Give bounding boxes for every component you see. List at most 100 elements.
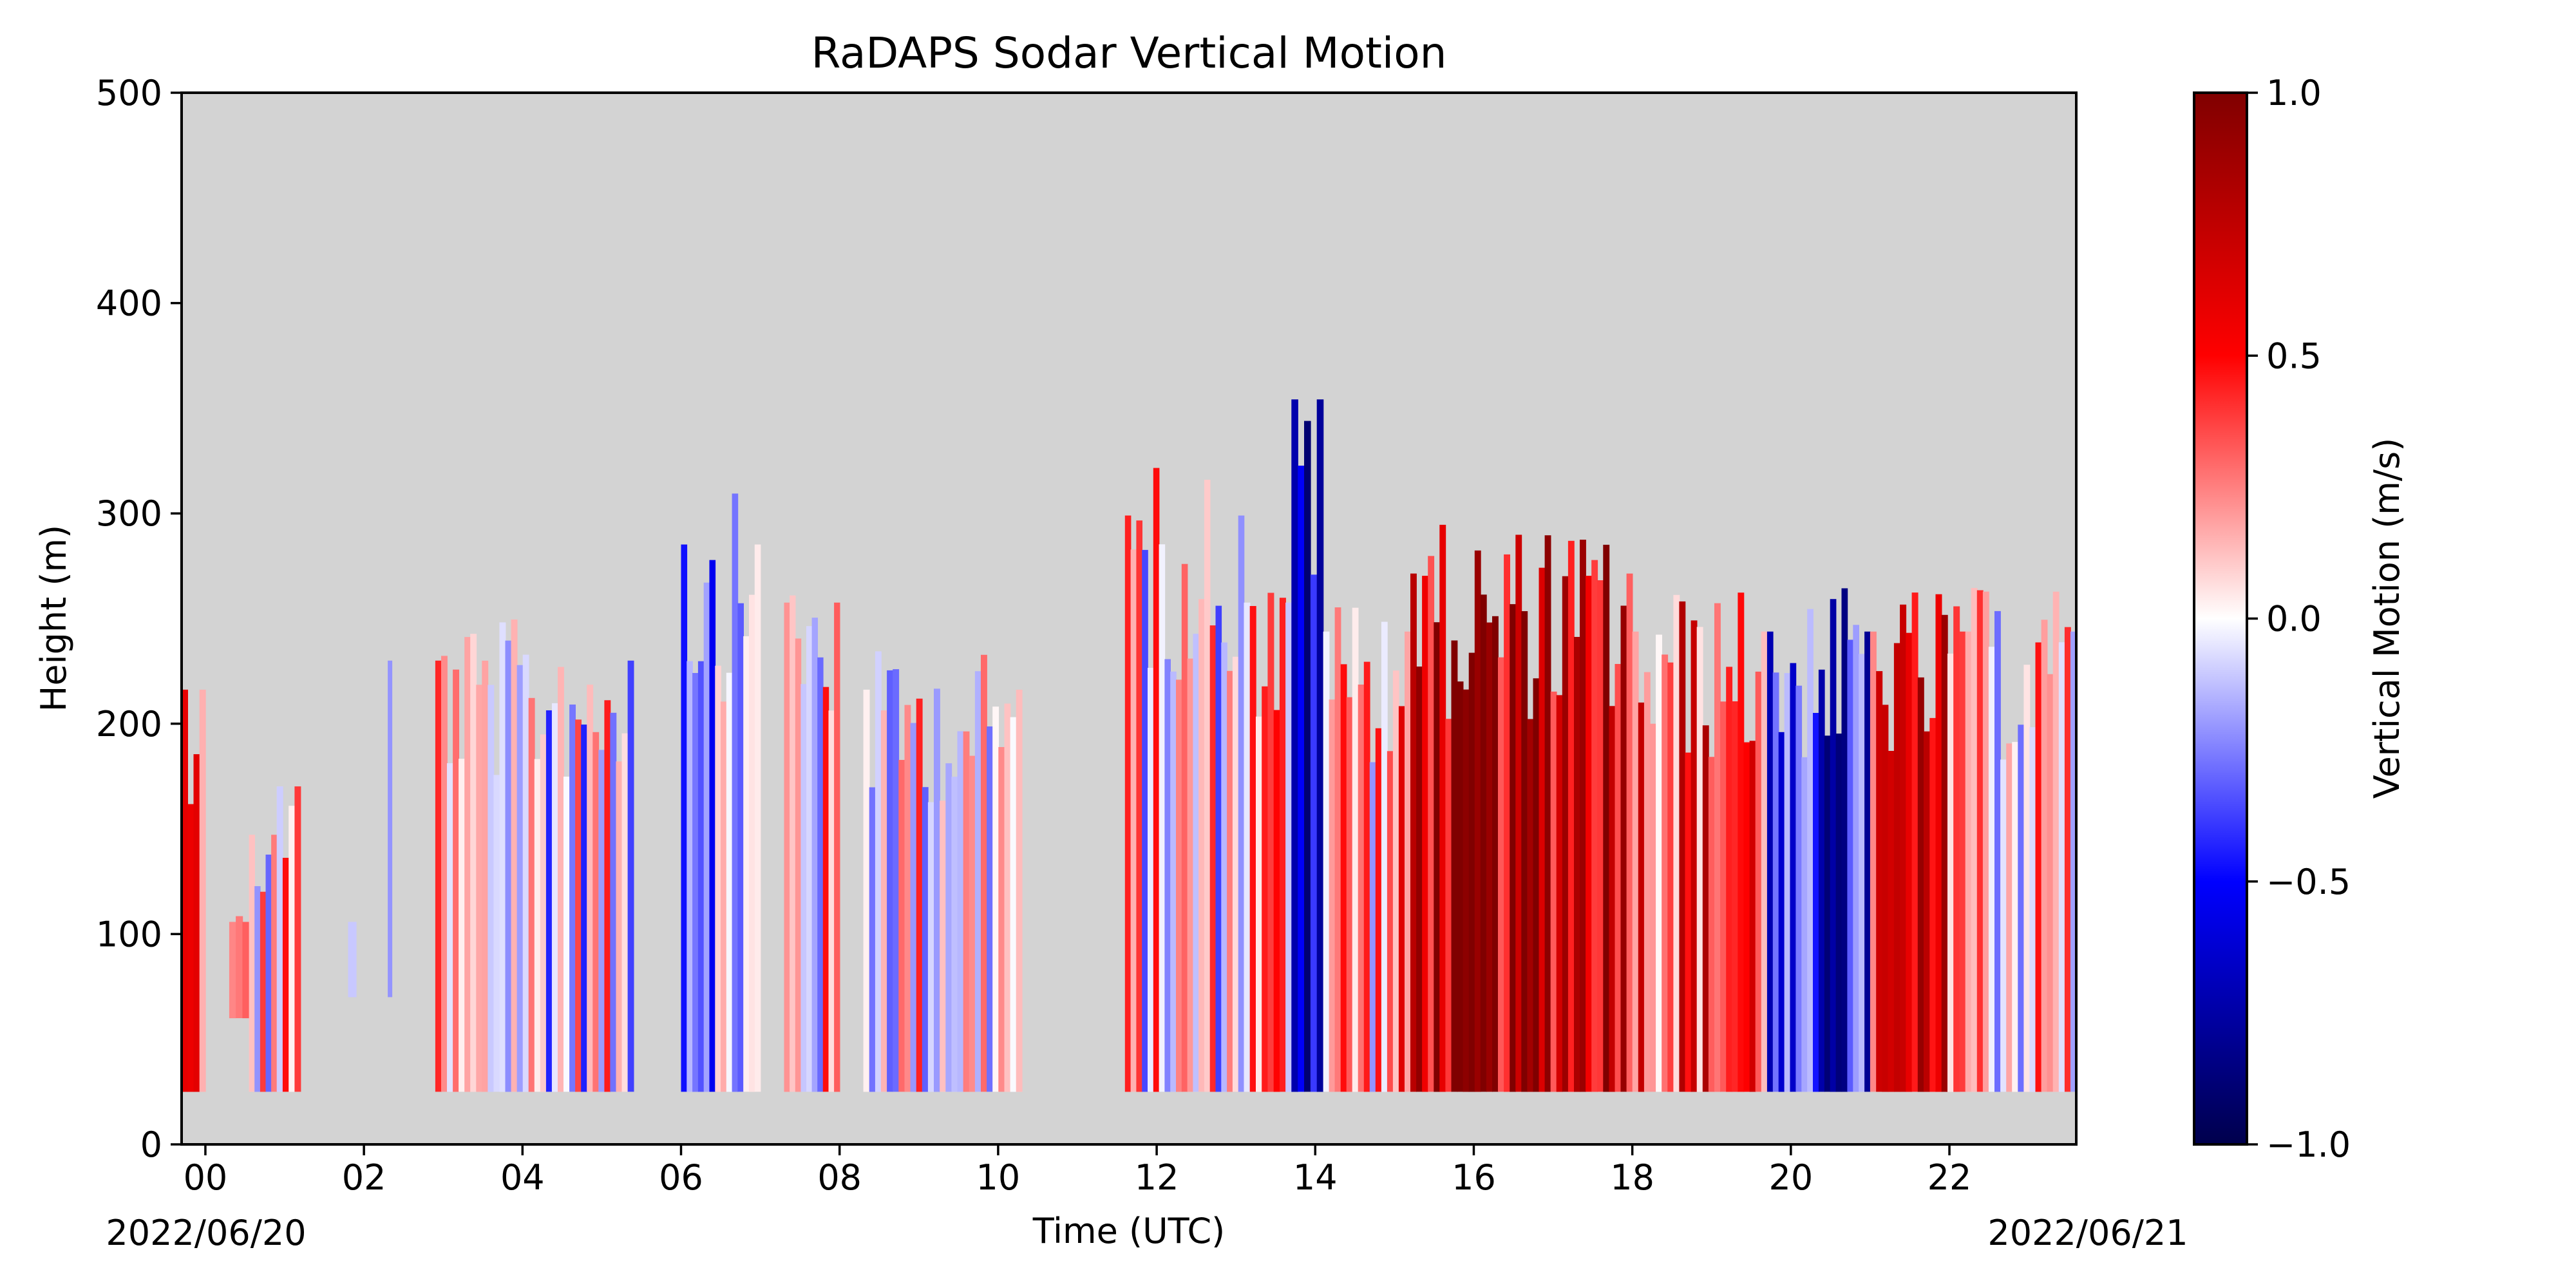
data-streak bbox=[904, 705, 911, 1092]
data-streak bbox=[1835, 734, 1842, 1092]
data-streak bbox=[795, 638, 802, 1092]
data-streak bbox=[1550, 691, 1557, 1092]
data-streak bbox=[1533, 678, 1540, 1092]
data-streak bbox=[1510, 604, 1517, 1092]
data-column bbox=[1870, 592, 1966, 1092]
data-streak bbox=[1434, 622, 1441, 1092]
data-streak bbox=[1209, 625, 1217, 1092]
data-streak bbox=[875, 651, 882, 1092]
data-streak bbox=[1667, 662, 1674, 1092]
data-streak bbox=[587, 685, 594, 1092]
data-streak bbox=[951, 777, 958, 1092]
data-streak bbox=[1329, 699, 1336, 1092]
data-streak bbox=[981, 654, 987, 1092]
data-streak bbox=[1935, 594, 1942, 1092]
data-streak bbox=[1521, 611, 1528, 1092]
data-streak bbox=[604, 700, 611, 1092]
data-streak bbox=[236, 916, 243, 1018]
data-streak bbox=[1153, 468, 1160, 1092]
data-streak bbox=[276, 786, 283, 1092]
data-streak bbox=[1539, 567, 1546, 1092]
data-streak bbox=[1445, 719, 1452, 1092]
data-streak bbox=[1193, 634, 1199, 1092]
x-axis-label: Time (UTC) bbox=[1032, 1211, 1226, 1251]
data-streak bbox=[1864, 631, 1871, 1092]
colorbar-tick-label: 0.5 bbox=[2266, 336, 2322, 376]
data-streak bbox=[881, 710, 887, 1092]
data-streak bbox=[254, 886, 261, 1092]
data-streak bbox=[910, 723, 917, 1092]
chart-title: RaDAPS Sodar Vertical Motion bbox=[811, 28, 1447, 78]
data-streak bbox=[887, 670, 893, 1092]
x-tick-label: 00 bbox=[184, 1157, 228, 1198]
data-column bbox=[1244, 592, 1293, 1092]
data-streak bbox=[697, 661, 705, 1092]
data-streak bbox=[1696, 627, 1703, 1092]
data-streak bbox=[1375, 728, 1382, 1092]
data-streak bbox=[1422, 576, 1428, 1092]
data-streak bbox=[2052, 591, 2060, 1092]
data-column bbox=[863, 651, 1023, 1092]
data-streak bbox=[992, 706, 999, 1092]
data-streak bbox=[1244, 602, 1251, 1092]
data-streak bbox=[1316, 399, 1324, 1092]
data-streak bbox=[1358, 685, 1365, 1092]
data-streak bbox=[1428, 556, 1435, 1092]
data-streak bbox=[1164, 659, 1171, 1092]
x-tick-label: 04 bbox=[500, 1157, 545, 1198]
data-streak bbox=[1232, 656, 1239, 1092]
data-streak bbox=[435, 660, 442, 1092]
data-streak bbox=[863, 689, 870, 1092]
data-streak bbox=[811, 618, 818, 1092]
data-streak bbox=[1807, 609, 1814, 1092]
data-streak bbox=[1381, 621, 1388, 1092]
data-column bbox=[1632, 592, 1768, 1092]
colorbar-tick-label: −1.0 bbox=[2266, 1124, 2351, 1165]
data-streak bbox=[2064, 627, 2071, 1092]
data-streak bbox=[969, 755, 976, 1092]
data-streak bbox=[1591, 560, 1598, 1092]
data-streak bbox=[1726, 667, 1733, 1092]
data-streak bbox=[1480, 594, 1487, 1092]
data-streak bbox=[1673, 594, 1680, 1092]
x-tick-label: 08 bbox=[817, 1157, 862, 1198]
data-streak bbox=[2029, 727, 2036, 1092]
data-streak bbox=[1198, 599, 1205, 1092]
data-streak bbox=[1279, 598, 1286, 1092]
data-streak bbox=[1515, 535, 1522, 1092]
data-streak bbox=[822, 687, 829, 1092]
data-streak bbox=[1870, 631, 1877, 1092]
data-streak bbox=[1474, 550, 1481, 1092]
data-streak bbox=[1124, 515, 1132, 1092]
data-column bbox=[249, 835, 278, 1092]
data-streak bbox=[1262, 686, 1269, 1092]
data-streak bbox=[1620, 605, 1627, 1092]
x-tick-label: 14 bbox=[1293, 1157, 1338, 1198]
data-column bbox=[229, 916, 250, 1019]
data-streak bbox=[242, 922, 250, 1019]
data-streak bbox=[2058, 642, 2065, 1092]
data-streak bbox=[927, 802, 934, 1092]
data-streak bbox=[1929, 717, 1937, 1092]
x-tick-label: 16 bbox=[1452, 1157, 1496, 1198]
x-tick-label: 18 bbox=[1610, 1157, 1654, 1198]
data-streak bbox=[1801, 757, 1808, 1092]
data-streak bbox=[1965, 631, 1972, 1092]
data-streak bbox=[1615, 664, 1622, 1092]
data-streak bbox=[187, 804, 194, 1092]
data-streak bbox=[2012, 742, 2019, 1092]
data-streak bbox=[482, 660, 489, 1092]
x-tick-label: 12 bbox=[1135, 1157, 1179, 1198]
data-streak bbox=[1181, 564, 1188, 1092]
data-streak bbox=[1457, 681, 1464, 1092]
y-tick-label: 100 bbox=[96, 914, 162, 954]
data-streak bbox=[2018, 724, 2025, 1092]
data-streak bbox=[1795, 685, 1803, 1092]
data-streak bbox=[806, 626, 813, 1092]
data-streak bbox=[790, 595, 796, 1092]
data-streak bbox=[1982, 591, 1989, 1092]
y-tick-label: 400 bbox=[96, 283, 162, 324]
data-streak bbox=[1893, 643, 1900, 1092]
data-layer bbox=[182, 399, 2076, 1092]
